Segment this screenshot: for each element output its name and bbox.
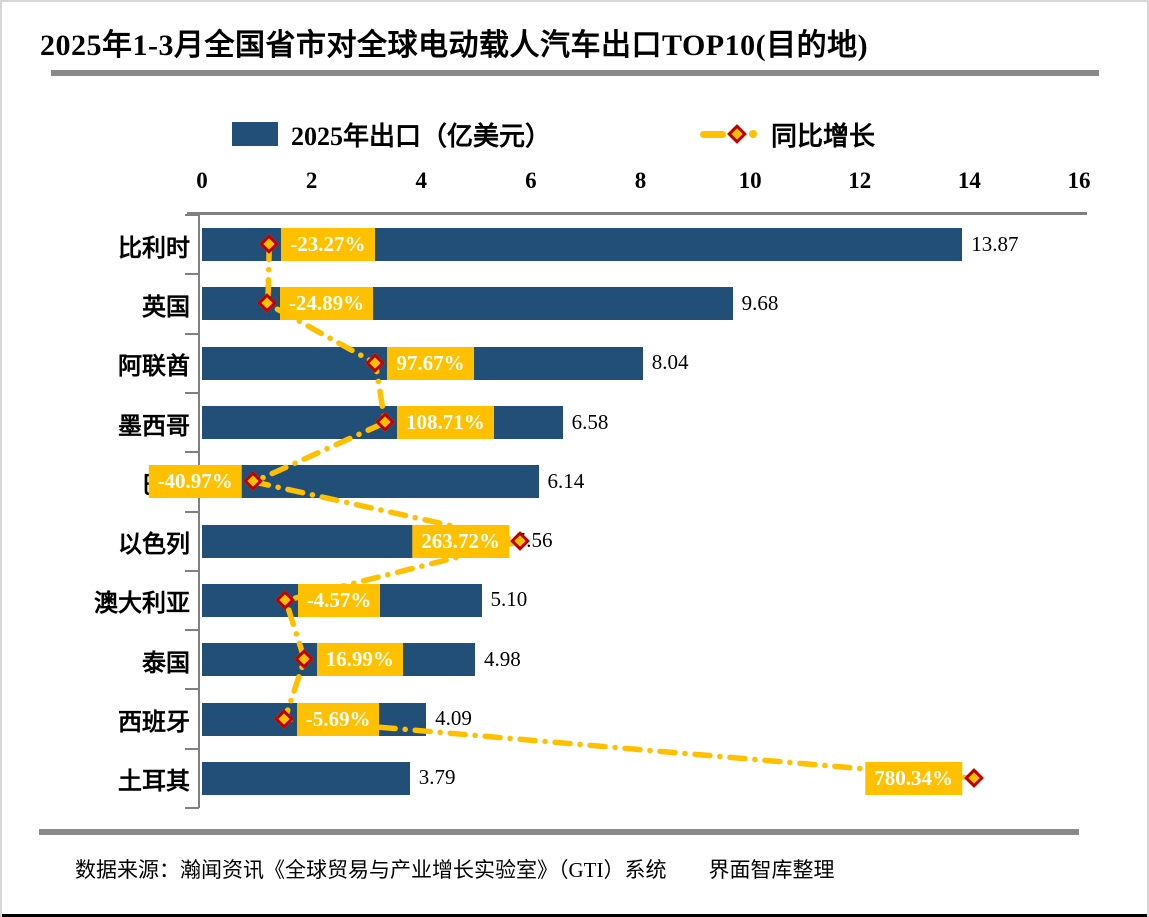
category-label: 以色列	[118, 532, 190, 559]
legend-label-growth: 同比增长	[771, 121, 876, 151]
growth-value-label: 97.67%	[387, 346, 474, 380]
legend-dash-icon	[700, 130, 726, 138]
x-axis-tick-label: 8	[634, 168, 647, 193]
source-note: 数据来源：瀚闻资讯《全球贸易与产业增长实验室》（GTI）系统 界面智库整理	[75, 858, 835, 882]
x-axis-tick-label: 2	[305, 168, 318, 193]
legend: 2025年出口（亿美元） 同比增长	[2, 114, 1147, 154]
category-label: 墨西哥	[118, 413, 190, 440]
category-label: 澳大利亚	[94, 591, 190, 618]
x-axis-tick-label: 14	[957, 168, 981, 193]
x-axis-tick-label: 10	[738, 168, 762, 193]
category-label: 比利时	[118, 235, 190, 262]
bar-value-label: 4.98	[483, 646, 521, 671]
legend-diamond-icon	[727, 124, 747, 144]
bar-value-label: 3.79	[418, 765, 456, 790]
growth-value-label: 108.71%	[397, 406, 494, 440]
bar	[202, 761, 410, 795]
x-axis-tick-label: 6	[525, 168, 537, 193]
page-title: 2025年1-3月全国省市对全球电动载人汽车出口TOP10(目的地)	[40, 29, 869, 62]
x-axis-tick-label: 4	[415, 168, 428, 193]
growth-value-label: 780.34%	[865, 761, 963, 795]
category-axis-tick	[185, 451, 199, 454]
legend-item-export: 2025年出口（亿美元）	[232, 114, 551, 154]
category-axis-tick	[185, 629, 199, 632]
x-axis-tick-label: 12	[848, 168, 872, 193]
category-label: 土耳其	[118, 769, 190, 796]
growth-value-label: -5.69%	[296, 702, 380, 736]
category-axis-tick	[185, 391, 199, 394]
legend-item-growth: 同比增长	[700, 114, 875, 154]
legend-dot-icon	[749, 130, 757, 138]
category-label: 英国	[142, 294, 190, 321]
bar-value-label: 9.68	[741, 290, 779, 315]
category-axis-tick	[185, 510, 199, 513]
bar-legend-swatch	[232, 122, 278, 146]
title-divider	[51, 70, 1099, 76]
growth-value-label: -40.97%	[148, 465, 242, 499]
category-label: 泰国	[142, 650, 190, 677]
growth-value-label: -23.27%	[281, 228, 375, 262]
bar-value-label: 13.87	[971, 231, 1019, 256]
bar-value-label: 6.14	[547, 468, 585, 493]
bar-value-label: 6.58	[571, 409, 609, 434]
category-label: 阿联酋	[118, 354, 190, 381]
bottom-divider	[39, 829, 1079, 835]
growth-value-label: 263.72%	[412, 524, 509, 558]
category-axis-tick	[185, 569, 199, 572]
category-axis-tick	[185, 273, 199, 276]
x-axis-tick-label: 0	[196, 168, 208, 193]
growth-value-label: -24.89%	[279, 287, 374, 321]
growth-value-label: -4.57%	[297, 583, 381, 617]
x-axis-line	[187, 212, 1087, 215]
bar-value-label: 5.10	[490, 587, 528, 612]
category-axis-line	[198, 212, 200, 808]
growth-line-legend-icon	[700, 124, 757, 144]
category-axis-tick	[185, 332, 199, 335]
x-axis-tick-label: 16	[1067, 168, 1091, 193]
category-axis-tick	[185, 214, 199, 216]
category-axis-tick	[185, 747, 199, 750]
category-axis-tick	[185, 688, 199, 691]
bar-value-label: 8.04	[651, 350, 689, 375]
bar-value-label: 4.09	[435, 706, 472, 731]
bottom-border	[2, 914, 1147, 917]
growth-value-label: 16.99%	[316, 643, 403, 677]
growth-marker-diamond	[963, 767, 984, 788]
category-label: 西班牙	[118, 710, 190, 737]
category-axis-tick	[185, 807, 199, 809]
legend-label-export: 2025年出口（亿美元）	[291, 121, 552, 151]
